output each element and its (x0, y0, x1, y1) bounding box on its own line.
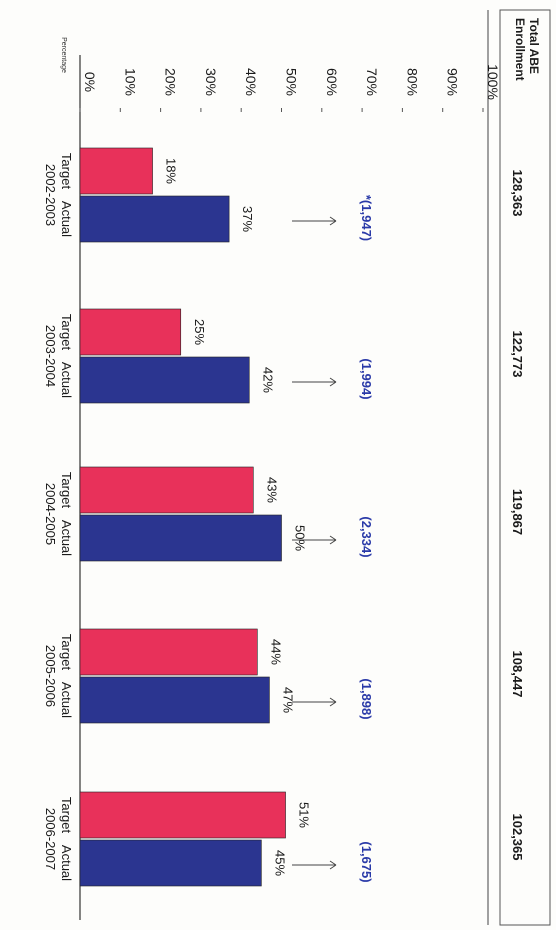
y-tick-label: 90% (445, 68, 461, 96)
bar-target (79, 466, 254, 514)
data-label: 51% (297, 802, 312, 828)
y-tick-label: 10% (122, 68, 138, 96)
category-label: 2004-2005 (43, 483, 58, 545)
y-tick-label: 100% (485, 64, 501, 100)
y-tick-label: 70% (364, 68, 380, 96)
data-label: 18% (164, 158, 179, 184)
annotation-label: (2,334) (359, 516, 374, 557)
bar-caption: Actual (59, 201, 74, 237)
bar-actual (79, 514, 282, 562)
data-label: 47% (280, 687, 295, 713)
arrow-head (329, 535, 337, 545)
bar-caption: Actual (59, 682, 74, 718)
arrow-head (329, 377, 337, 387)
bar-caption: Target (59, 153, 74, 190)
data-label: 43% (264, 477, 279, 503)
y-tick-label: 50% (284, 68, 300, 96)
bar-caption: Actual (59, 362, 74, 398)
bar-target (79, 147, 153, 195)
bar-caption: Target (59, 634, 74, 671)
y-tick-label: 60% (324, 68, 340, 96)
enrollment-panel-border (499, 9, 551, 926)
enrollment-value: 122,773 (510, 331, 525, 378)
data-label: 45% (272, 850, 287, 876)
enrollment-value: 108,447 (510, 651, 525, 698)
annotation-label: (1,994) (359, 358, 374, 399)
arrow-head (329, 216, 337, 226)
data-label: 50% (293, 525, 308, 551)
bar-caption: Target (59, 472, 74, 509)
enrollment-header-line2: Enrollment (513, 18, 527, 81)
annotation-label: (1,675) (359, 841, 374, 882)
arrow-head (329, 697, 337, 707)
y-axis-label: Percentage (60, 37, 67, 73)
arrow-head (329, 860, 337, 870)
category-label: 2002-2003 (43, 164, 58, 226)
bar-actual (79, 676, 270, 724)
bar-target (79, 628, 258, 676)
bar-target (79, 308, 182, 356)
enrollment-value: 119,867 (510, 489, 525, 535)
annotation-label: *(1,947) (359, 195, 374, 241)
y-tick-label: 80% (404, 68, 420, 96)
bar-caption: Target (59, 314, 74, 351)
bar-caption: Actual (59, 845, 74, 881)
bar-target (79, 791, 286, 839)
bar-actual (79, 195, 230, 243)
category-label: 2003-2004 (43, 325, 58, 387)
y-tick-label: 20% (163, 68, 179, 96)
data-label: 25% (192, 319, 207, 345)
data-label: 44% (268, 639, 283, 665)
y-tick-label: 0% (82, 72, 98, 92)
bar-caption: Target (59, 797, 74, 834)
enrollment-value: 102,365 (510, 814, 525, 861)
annotation-label: (1,898) (359, 678, 374, 719)
enrollment-header-line1: Total ABE (527, 18, 541, 74)
bar-caption: Actual (59, 520, 74, 556)
category-label: 2005-2006 (43, 645, 58, 707)
category-label: 2006-2007 (43, 808, 58, 870)
y-tick-label: 30% (203, 68, 219, 96)
data-label: 42% (260, 367, 275, 393)
enrollment-value: 128,363 (510, 170, 525, 217)
y-tick-label: 40% (243, 68, 259, 96)
data-label: 37% (240, 206, 255, 232)
bar-actual (79, 356, 250, 404)
bar-actual (79, 839, 262, 887)
